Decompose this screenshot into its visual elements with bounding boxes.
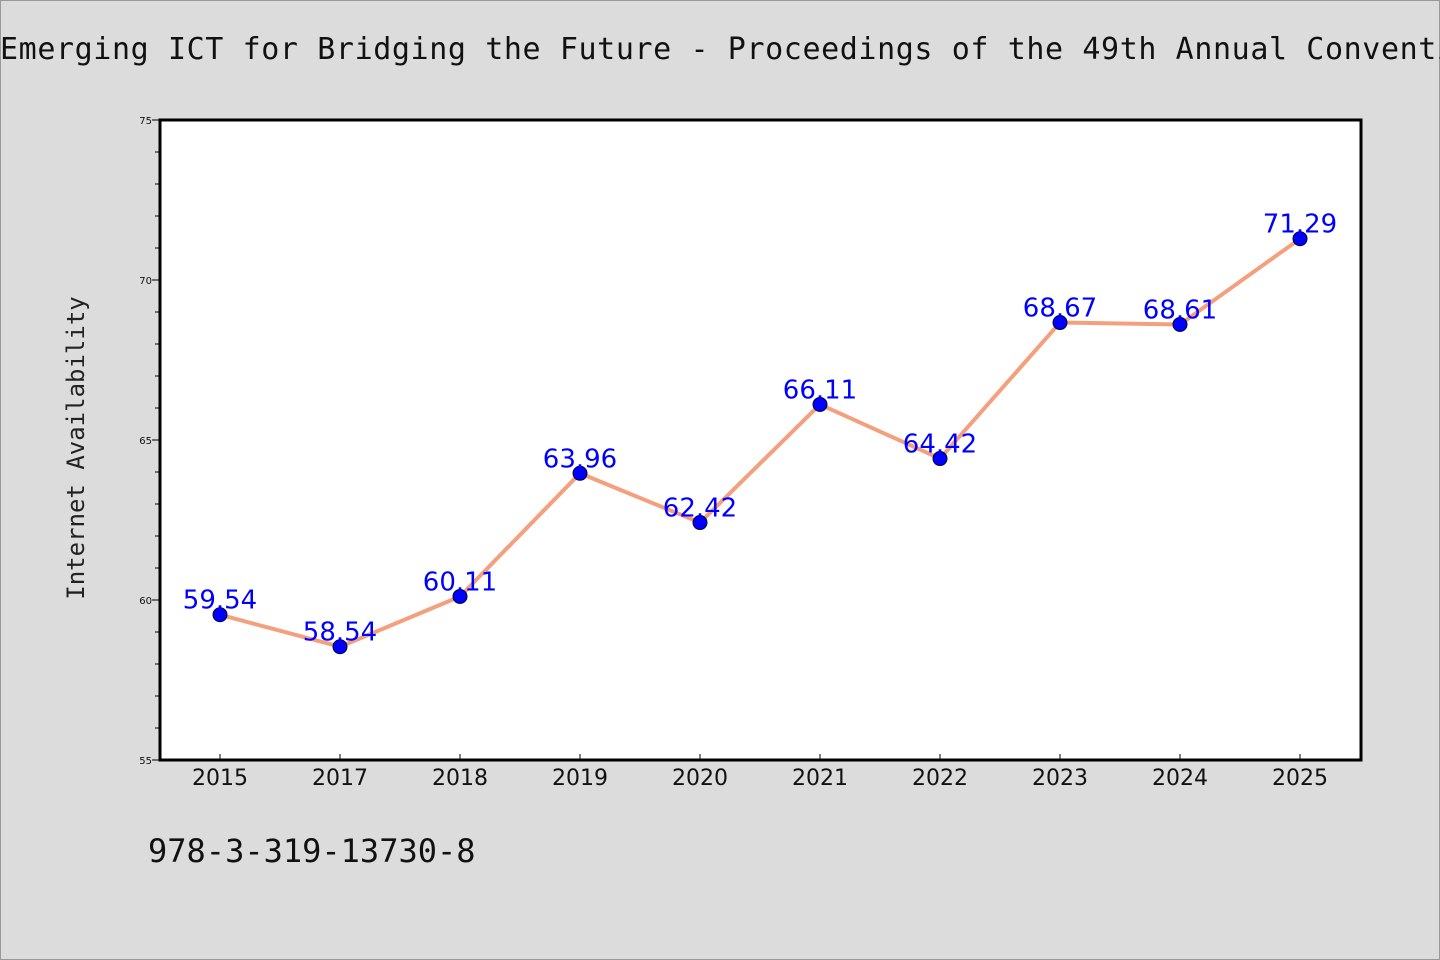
y-tick-label: 70 bbox=[139, 276, 152, 287]
data-point bbox=[452, 588, 468, 604]
x-tick-label: 2023 bbox=[1032, 766, 1088, 791]
data-point bbox=[692, 515, 708, 531]
data-point bbox=[812, 396, 828, 412]
x-tick-label: 2021 bbox=[792, 766, 848, 791]
data-label: 66.11 bbox=[783, 375, 857, 405]
isbn-text: 978-3-319-13730-8 bbox=[148, 832, 476, 870]
data-point bbox=[332, 639, 348, 655]
data-label: 58.54 bbox=[303, 618, 377, 648]
x-tick-label: 2015 bbox=[192, 766, 248, 791]
x-tick-label: 2022 bbox=[912, 766, 968, 791]
data-point bbox=[1052, 315, 1068, 331]
plot-border bbox=[158, 118, 1363, 762]
y-tick-label: 60 bbox=[139, 596, 152, 607]
series-group: 59.54 58.54 60.11 63.96 62.42 66.11 64.42 68.67… bbox=[183, 210, 1337, 655]
data-point bbox=[572, 465, 588, 481]
x-tick-label: 2019 bbox=[552, 766, 608, 791]
x-axis: 2015 2017 2018 2019 2020 2021 2022 2023 2024 2025 bbox=[192, 754, 1328, 791]
data-label: 63.96 bbox=[543, 444, 617, 474]
data-label: 62.42 bbox=[663, 494, 737, 524]
x-tick-label: 2025 bbox=[1272, 766, 1328, 791]
data-point bbox=[932, 451, 948, 467]
data-label: 68.67 bbox=[1023, 294, 1097, 324]
plot-area bbox=[160, 120, 1361, 760]
data-label: 64.42 bbox=[903, 430, 977, 460]
data-label: 68.61 bbox=[1143, 295, 1217, 325]
y-axis-label: Internet Availability bbox=[62, 296, 90, 599]
y-tick-label: 75 bbox=[139, 116, 152, 127]
data-point bbox=[1172, 316, 1188, 332]
series-line bbox=[218, 236, 1302, 649]
x-tick-label: 2017 bbox=[312, 766, 368, 791]
data-point bbox=[212, 607, 228, 623]
chart-title: Emerging ICT for Bridging the Future - P… bbox=[0, 32, 1440, 67]
y-axis: 55 60 65 70 75 bbox=[139, 116, 160, 767]
y-tick-label: 65 bbox=[139, 436, 152, 447]
data-label: 59.54 bbox=[183, 586, 257, 616]
x-tick-label: 2024 bbox=[1152, 766, 1208, 791]
y-tick-label: 55 bbox=[139, 756, 152, 767]
x-tick-label: 2018 bbox=[432, 766, 488, 791]
data-label: 60.11 bbox=[423, 567, 497, 597]
data-point bbox=[1292, 231, 1308, 247]
x-tick-label: 2020 bbox=[672, 766, 728, 791]
data-label: 71.29 bbox=[1263, 210, 1337, 240]
